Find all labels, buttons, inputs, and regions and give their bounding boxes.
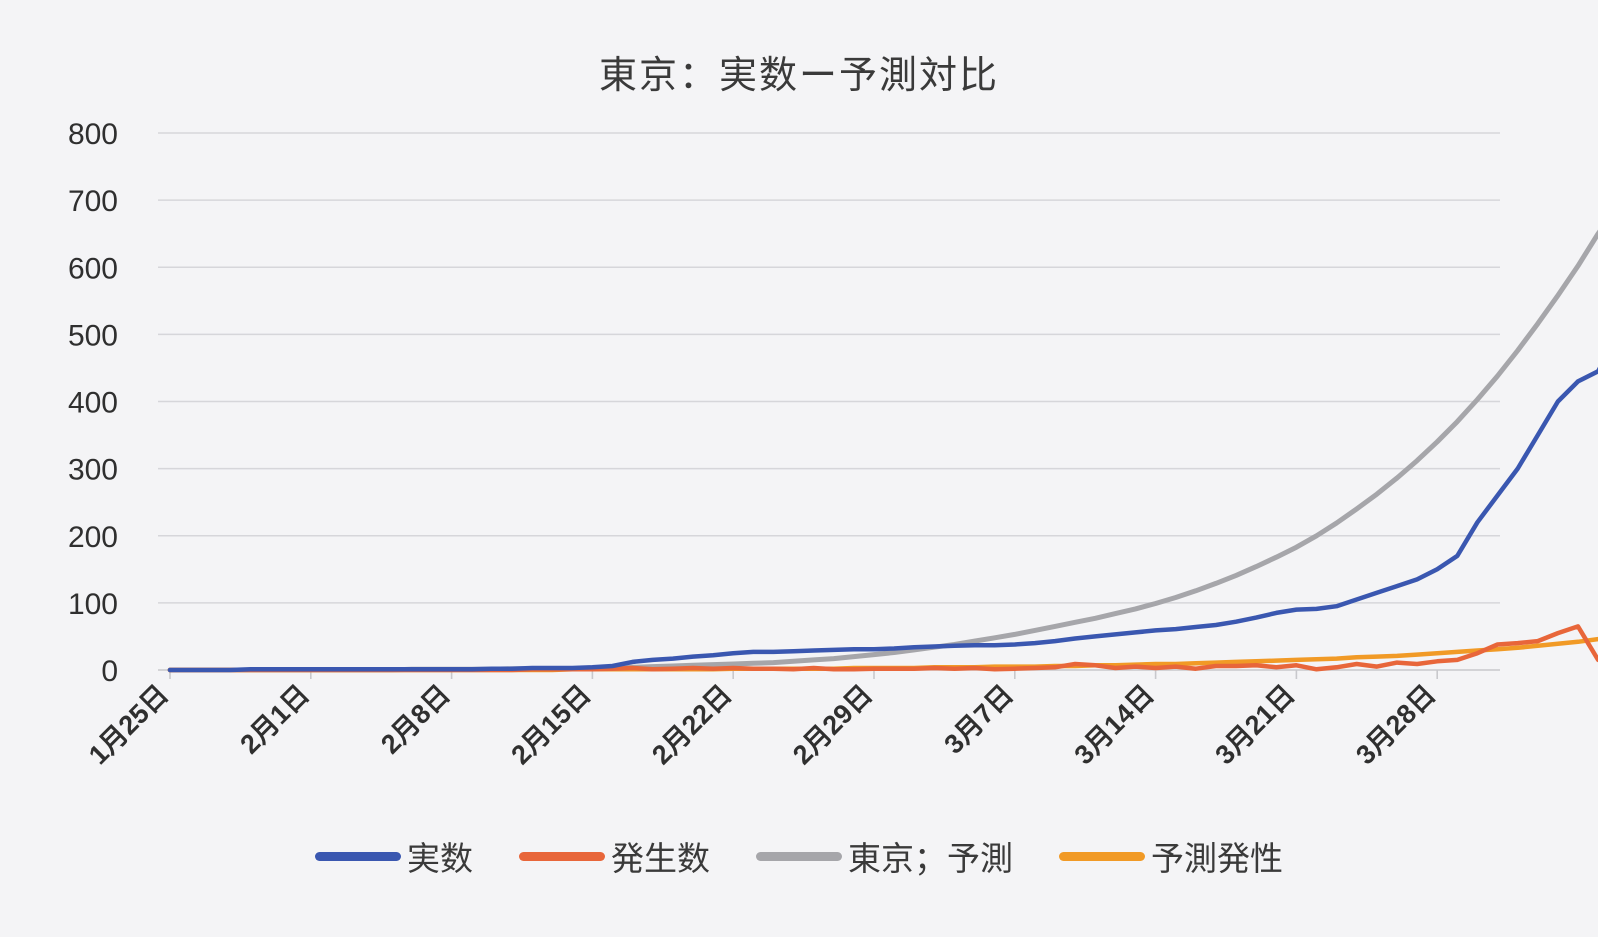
legend-swatch <box>1059 851 1145 861</box>
y-tick-label: 600 <box>68 252 118 285</box>
legend-item: 東京；予測 <box>756 832 1013 880</box>
legend-label: 発生数 <box>611 839 710 878</box>
legend-item: 実数 <box>315 832 473 880</box>
x-tick-label: 3月28日 <box>1350 679 1441 770</box>
chart-title: 東京：実数ー予測対比 <box>598 53 999 97</box>
legend-swatch <box>519 851 605 861</box>
series-line-1 <box>167 366 1598 673</box>
y-tick-label: 0 <box>101 655 118 688</box>
y-tick-label: 400 <box>68 387 118 420</box>
legend: 実数 発生数 東京；予測 予測発性 <box>0 826 1598 886</box>
series-line-3 <box>167 229 1598 673</box>
y-tick-label: 800 <box>68 118 118 151</box>
x-tick-label: 3月21日 <box>1209 679 1300 770</box>
x-axis: 1月25日 2月1日 2月8日 2月15日 2月22日 2月29日 3月7日 3月14日 3月2… <box>83 669 1500 770</box>
y-tick-label: 300 <box>68 454 118 487</box>
y-axis: 0 100 200 300 400 500 600 700 800 <box>68 118 118 688</box>
y-tick-label: 100 <box>68 588 118 621</box>
legend-label: 予測発性 <box>1151 839 1283 878</box>
legend-item: 発生数 <box>519 832 710 880</box>
x-tick-label: 2月1日 <box>234 679 315 760</box>
x-tick-label: 2月8日 <box>375 679 456 760</box>
y-tick-label: 200 <box>68 521 118 554</box>
legend-swatch <box>315 851 401 861</box>
y-tick-label: 700 <box>68 185 118 218</box>
x-tick-label: 2月22日 <box>646 679 737 770</box>
x-tick-label: 1月25日 <box>83 679 174 770</box>
gridlines <box>158 132 1500 604</box>
series-line-2 <box>167 624 1598 673</box>
legend-label: 東京；予測 <box>848 839 1013 878</box>
x-tick-label: 2月29日 <box>787 679 878 770</box>
x-tick-label: 3月14日 <box>1069 679 1160 770</box>
series-lines <box>167 229 1598 673</box>
x-tick-label: 2月15日 <box>505 679 596 770</box>
legend-item: 予測発性 <box>1059 832 1283 880</box>
legend-label: 実数 <box>407 839 473 878</box>
y-tick-label: 500 <box>68 319 118 352</box>
x-tick-label: 3月7日 <box>938 679 1019 760</box>
legend-swatch <box>756 851 842 861</box>
